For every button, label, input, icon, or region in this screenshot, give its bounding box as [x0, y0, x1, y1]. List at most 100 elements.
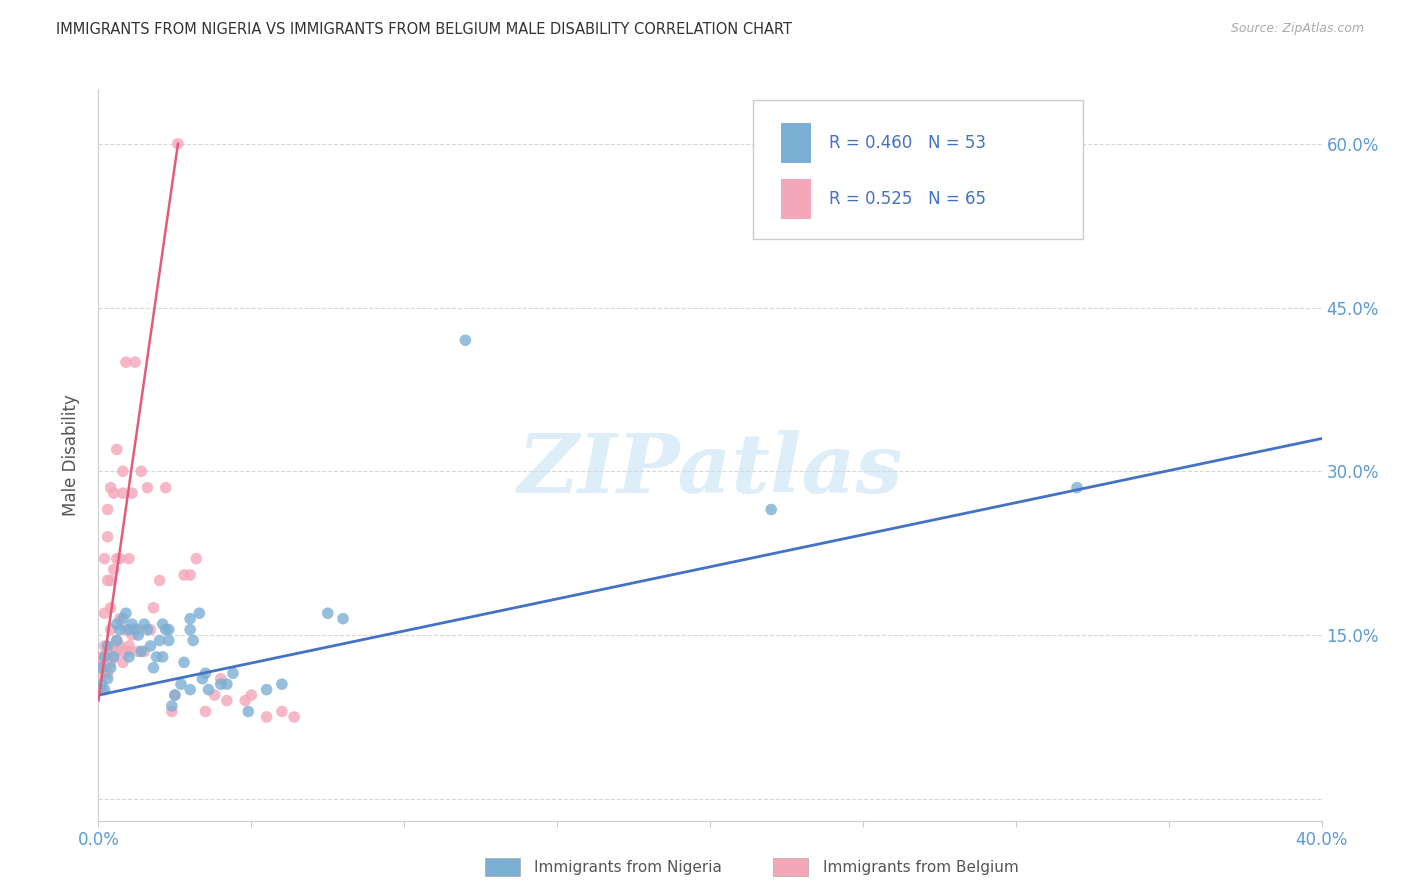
Text: R = 0.460   N = 53: R = 0.460 N = 53: [830, 135, 986, 153]
Point: [90, 656, 112, 670]
Point: [103, 563, 125, 577]
Point: [1066, 481, 1088, 495]
Point: [256, 682, 278, 697]
Point: [93, 661, 115, 675]
Point: [105, 551, 128, 566]
Point: [215, 693, 238, 707]
Point: [191, 672, 214, 686]
Point: [97, 672, 120, 686]
Point: [93, 551, 115, 566]
Point: [100, 656, 122, 670]
Point: [108, 551, 131, 566]
Point: [167, 136, 190, 151]
FancyBboxPatch shape: [780, 178, 811, 219]
Point: [134, 644, 156, 658]
Point: [118, 639, 141, 653]
Point: [270, 677, 292, 691]
Point: [118, 649, 141, 664]
Text: Immigrants from Nigeria: Immigrants from Nigeria: [534, 860, 723, 874]
Point: [163, 688, 186, 702]
Point: [90, 666, 112, 681]
Point: [111, 612, 134, 626]
Point: [157, 623, 180, 637]
Point: [97, 530, 120, 544]
Point: [179, 612, 201, 626]
Point: [115, 606, 138, 620]
Point: [222, 666, 245, 681]
Point: [121, 617, 143, 632]
Point: [136, 623, 159, 637]
Point: [103, 649, 125, 664]
Text: IMMIGRANTS FROM NIGERIA VS IMMIGRANTS FROM BELGIUM MALE DISABILITY CORRELATION C: IMMIGRANTS FROM NIGERIA VS IMMIGRANTS FR…: [56, 22, 792, 37]
Point: [127, 623, 149, 637]
Point: [233, 693, 256, 707]
Point: [179, 623, 201, 637]
Point: [194, 705, 217, 719]
Point: [136, 481, 159, 495]
Point: [316, 606, 339, 620]
Point: [149, 633, 172, 648]
Point: [118, 644, 141, 658]
Point: [173, 568, 195, 582]
Point: [100, 574, 122, 588]
Point: [139, 623, 162, 637]
Point: [118, 551, 141, 566]
Point: [179, 682, 201, 697]
Point: [103, 649, 125, 664]
Point: [152, 617, 174, 632]
Point: [93, 682, 115, 697]
Point: [256, 710, 278, 724]
Point: [97, 666, 120, 681]
Point: [93, 639, 115, 653]
Text: Immigrants from Belgium: Immigrants from Belgium: [823, 860, 1018, 874]
Point: [97, 502, 120, 516]
Point: [152, 649, 174, 664]
Point: [209, 672, 232, 686]
Point: [124, 623, 146, 637]
Point: [111, 486, 134, 500]
Point: [145, 649, 167, 664]
Point: [454, 333, 477, 347]
Point: [108, 612, 131, 626]
Point: [139, 639, 162, 653]
Point: [129, 464, 152, 478]
Point: [149, 574, 172, 588]
Point: [155, 623, 177, 637]
Point: [103, 639, 125, 653]
Point: [97, 574, 120, 588]
Y-axis label: Male Disability: Male Disability: [62, 394, 80, 516]
Point: [93, 606, 115, 620]
Point: [90, 649, 112, 664]
Point: [100, 481, 122, 495]
Point: [163, 688, 186, 702]
Point: [111, 464, 134, 478]
Point: [160, 698, 183, 713]
Point: [179, 568, 201, 582]
Point: [115, 355, 138, 369]
Point: [97, 639, 120, 653]
Point: [111, 644, 134, 658]
Point: [173, 656, 195, 670]
Text: R = 0.525   N = 65: R = 0.525 N = 65: [830, 190, 986, 208]
Point: [118, 623, 141, 637]
Point: [100, 623, 122, 637]
FancyBboxPatch shape: [780, 123, 811, 163]
Point: [90, 677, 112, 691]
Point: [97, 644, 120, 658]
Point: [270, 705, 292, 719]
Point: [181, 633, 204, 648]
Point: [103, 486, 125, 500]
Text: ZIPatlas: ZIPatlas: [517, 430, 903, 509]
Point: [197, 682, 219, 697]
Point: [204, 688, 226, 702]
Point: [105, 633, 128, 648]
Point: [155, 481, 177, 495]
Point: [121, 486, 143, 500]
Point: [209, 677, 232, 691]
Point: [238, 705, 260, 719]
Point: [124, 355, 146, 369]
Point: [105, 617, 128, 632]
Point: [283, 710, 305, 724]
Point: [108, 623, 131, 637]
Point: [215, 677, 238, 691]
